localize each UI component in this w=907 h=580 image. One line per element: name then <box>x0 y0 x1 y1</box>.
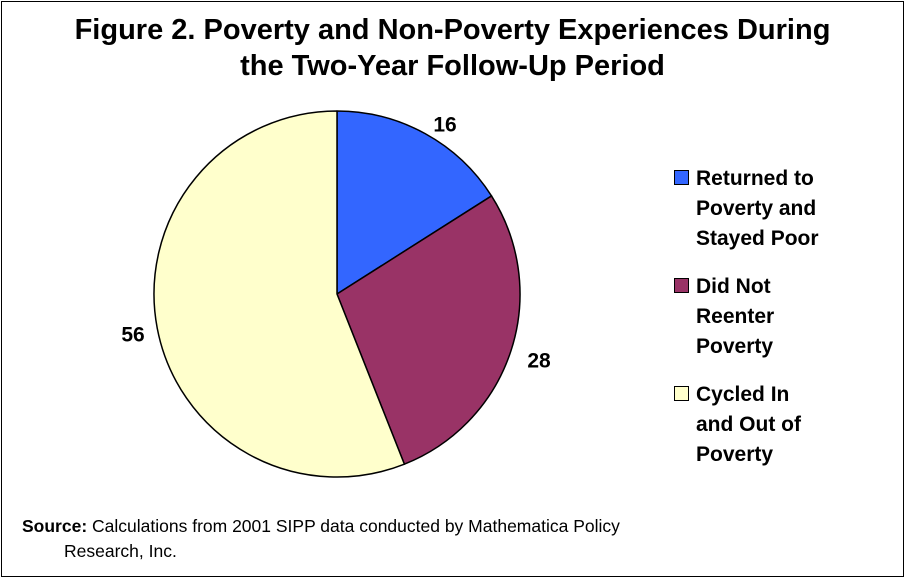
legend-label-cycled: Cycled In and Out of Poverty <box>696 383 801 466</box>
source-text-line-2: Research, Inc. <box>64 541 177 561</box>
pie-slice-did-not-reenter <box>336 195 521 465</box>
chart-title-line-2: the Two-Year Follow-Up Period <box>240 50 665 82</box>
chart-title: Figure 2. Poverty and Non-Poverty Experi… <box>20 12 885 84</box>
legend-item-returned: Returned to Poverty and Stayed Poor <box>672 164 872 254</box>
chart-title-line-1: Figure 2. Poverty and Non-Poverty Experi… <box>74 14 831 46</box>
legend-item-cycled: Cycled In and Out of Poverty <box>672 380 872 470</box>
legend-label-did-not-reenter: Did Not Reenter Poverty <box>696 275 775 358</box>
source-label: Source: <box>22 516 88 536</box>
legend: Returned to Poverty and Stayed Poor Did … <box>672 164 872 488</box>
legend-swatch-returned <box>674 170 689 185</box>
source-text-line-1: Calculations from 2001 SIPP data conduct… <box>87 516 620 536</box>
legend-swatch-cycled <box>674 386 689 401</box>
pie-slice-returned <box>336 110 493 295</box>
data-label-cycled: 56 <box>121 324 144 347</box>
legend-item-did-not-reenter: Did Not Reenter Poverty <box>672 272 872 362</box>
data-label-returned: 16 <box>433 114 456 137</box>
pie-slice-cycled <box>153 110 406 478</box>
source-note: Source: Calculations from 2001 SIPP data… <box>22 514 842 564</box>
legend-swatch-did-not-reenter <box>674 278 689 293</box>
data-label-did-not-reenter: 28 <box>527 350 551 373</box>
legend-label-returned: Returned to Poverty and Stayed Poor <box>696 167 819 250</box>
